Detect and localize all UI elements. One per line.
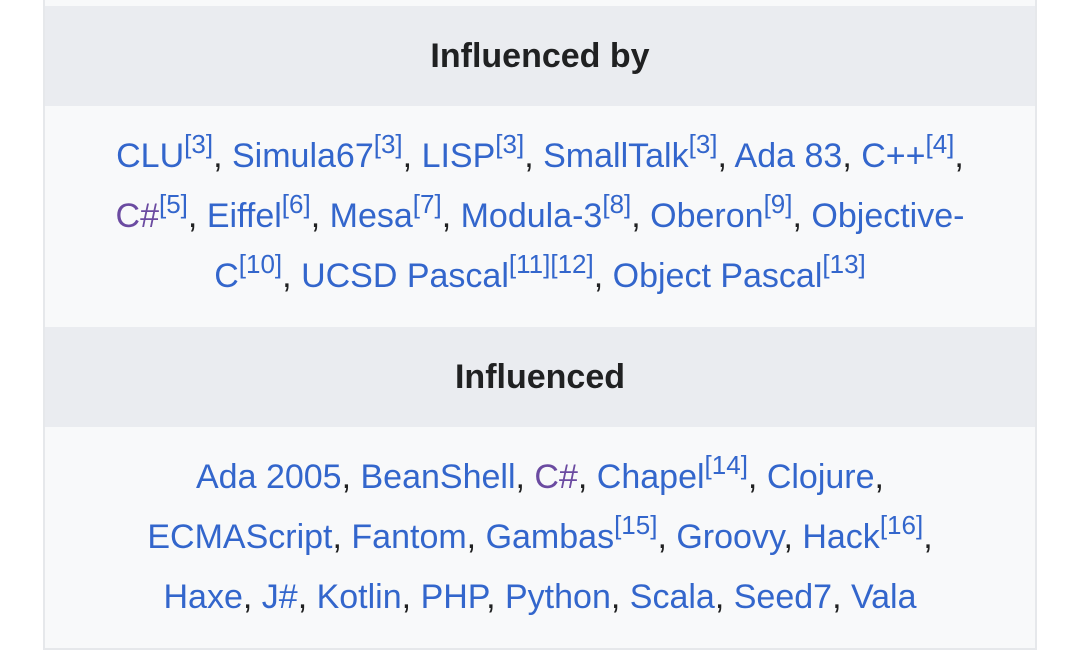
language-link[interactable]: Mesa bbox=[329, 197, 413, 235]
language-link[interactable]: CLU bbox=[116, 137, 185, 175]
language-link[interactable]: Seed7 bbox=[733, 578, 833, 616]
section-header-influenced: Influenced bbox=[45, 327, 1035, 427]
language-link[interactable]: Haxe bbox=[163, 578, 243, 616]
separator: , bbox=[401, 578, 412, 616]
separator: , bbox=[792, 197, 802, 235]
link-line: Ada 2005, BeanShell, C#, Chapel[14], Clo… bbox=[45, 447, 1035, 507]
reference-link[interactable]: [5] bbox=[158, 189, 188, 219]
reference-link[interactable]: [13] bbox=[822, 249, 866, 279]
separator: , bbox=[631, 197, 641, 235]
reference-link[interactable]: [15] bbox=[614, 510, 658, 540]
separator: , bbox=[466, 518, 477, 556]
link-line: Haxe, J#, Kotlin, PHP, Python, Scala, Se… bbox=[45, 567, 1035, 627]
language-link[interactable]: Scala bbox=[629, 578, 715, 616]
language-link[interactable]: PHP bbox=[420, 578, 487, 616]
language-link[interactable]: Hack bbox=[802, 518, 880, 556]
language-link[interactable]: Chapel bbox=[596, 458, 705, 496]
separator: , bbox=[341, 458, 352, 496]
reference-link[interactable]: [4] bbox=[925, 129, 955, 159]
section-header-influenced-by: Influenced by bbox=[45, 6, 1035, 106]
section-body-influenced: Ada 2005, BeanShell, C#, Chapel[14], Clo… bbox=[45, 447, 1035, 647]
language-link[interactable]: Modula-3 bbox=[460, 197, 603, 235]
reference-link[interactable]: [3] bbox=[373, 129, 403, 159]
separator: , bbox=[593, 257, 604, 295]
infobox-bottom-border bbox=[45, 648, 1035, 650]
language-link[interactable]: Oberon bbox=[650, 197, 764, 235]
language-link[interactable]: Ada 83 bbox=[734, 137, 843, 175]
separator: , bbox=[332, 518, 342, 556]
reference-link[interactable]: [14] bbox=[704, 450, 748, 480]
language-link[interactable]: BeanShell bbox=[360, 458, 516, 496]
separator: , bbox=[282, 257, 292, 295]
section-title: Influenced by bbox=[430, 36, 650, 75]
separator: , bbox=[714, 578, 725, 616]
language-link[interactable]: Eiffel bbox=[206, 197, 282, 235]
language-link[interactable]: Object Pascal bbox=[612, 257, 823, 295]
separator: , bbox=[242, 578, 253, 616]
language-link[interactable]: ECMAScript bbox=[147, 518, 333, 556]
language-link[interactable]: Fantom bbox=[351, 518, 467, 556]
separator: , bbox=[747, 458, 758, 496]
language-link[interactable]: Objective- bbox=[811, 197, 965, 235]
reference-link[interactable]: [11][12] bbox=[508, 249, 594, 279]
language-link[interactable]: J# bbox=[261, 578, 298, 616]
separator: , bbox=[783, 518, 793, 556]
infobox-top-strip bbox=[45, 0, 1035, 5]
section-body-influenced-by: CLU[3], Simula67[3], LISP[3], SmallTalk[… bbox=[45, 126, 1035, 326]
language-link[interactable]: C++ bbox=[861, 137, 926, 175]
language-link[interactable]: Kotlin bbox=[316, 578, 402, 616]
link-line: C#[5], Eiffel[6], Mesa[7], Modula-3[8], … bbox=[45, 186, 1035, 246]
separator: , bbox=[213, 137, 223, 175]
separator: , bbox=[486, 578, 496, 616]
language-link[interactable]: Vala bbox=[850, 578, 917, 616]
separator: , bbox=[402, 137, 413, 175]
reference-link[interactable]: [3] bbox=[688, 129, 718, 159]
language-link[interactable]: Simula67 bbox=[231, 137, 374, 175]
separator: , bbox=[441, 197, 452, 235]
link-line: ECMAScript, Fantom, Gambas[15], Groovy, … bbox=[45, 507, 1035, 567]
language-link[interactable]: Python bbox=[505, 578, 611, 616]
separator: , bbox=[610, 578, 621, 616]
reference-link[interactable]: [6] bbox=[281, 189, 311, 219]
separator: , bbox=[874, 458, 884, 496]
language-link[interactable]: C# bbox=[115, 197, 159, 235]
separator: , bbox=[657, 518, 667, 556]
language-link[interactable]: Clojure bbox=[766, 458, 875, 496]
separator: , bbox=[515, 458, 525, 496]
separator: , bbox=[297, 578, 308, 616]
language-link[interactable]: SmallTalk bbox=[543, 137, 689, 175]
reference-link[interactable]: [10] bbox=[238, 249, 283, 279]
separator: , bbox=[717, 137, 727, 175]
language-link[interactable]: Groovy bbox=[676, 518, 784, 556]
language-link[interactable]: UCSD Pascal bbox=[301, 257, 509, 295]
separator: , bbox=[954, 137, 964, 175]
language-link[interactable]: Gambas bbox=[485, 518, 615, 556]
link-line: C[10], UCSD Pascal[11][12], Object Pasca… bbox=[45, 246, 1035, 306]
infobox: Influenced by CLU[3], Simula67[3], LISP[… bbox=[43, 0, 1037, 650]
language-link[interactable]: LISP bbox=[421, 137, 496, 175]
section-title: Influenced bbox=[454, 357, 626, 396]
separator: , bbox=[524, 137, 534, 175]
reference-link[interactable]: [3] bbox=[184, 129, 214, 159]
link-line: CLU[3], Simula67[3], LISP[3], SmallTalk[… bbox=[45, 126, 1035, 186]
separator: , bbox=[842, 137, 852, 175]
reference-link[interactable]: [3] bbox=[495, 129, 525, 159]
reference-link[interactable]: [9] bbox=[763, 189, 793, 219]
separator: , bbox=[310, 197, 321, 235]
reference-link[interactable]: [7] bbox=[412, 189, 442, 219]
language-link[interactable]: C bbox=[214, 257, 239, 295]
separator: , bbox=[187, 197, 198, 235]
separator: , bbox=[923, 518, 933, 556]
separator: , bbox=[832, 578, 842, 616]
language-link[interactable]: C# bbox=[534, 458, 578, 496]
language-link[interactable]: Ada 2005 bbox=[196, 458, 342, 496]
reference-link[interactable]: [16] bbox=[879, 510, 924, 540]
reference-link[interactable]: [8] bbox=[602, 189, 632, 219]
separator: , bbox=[577, 458, 588, 496]
